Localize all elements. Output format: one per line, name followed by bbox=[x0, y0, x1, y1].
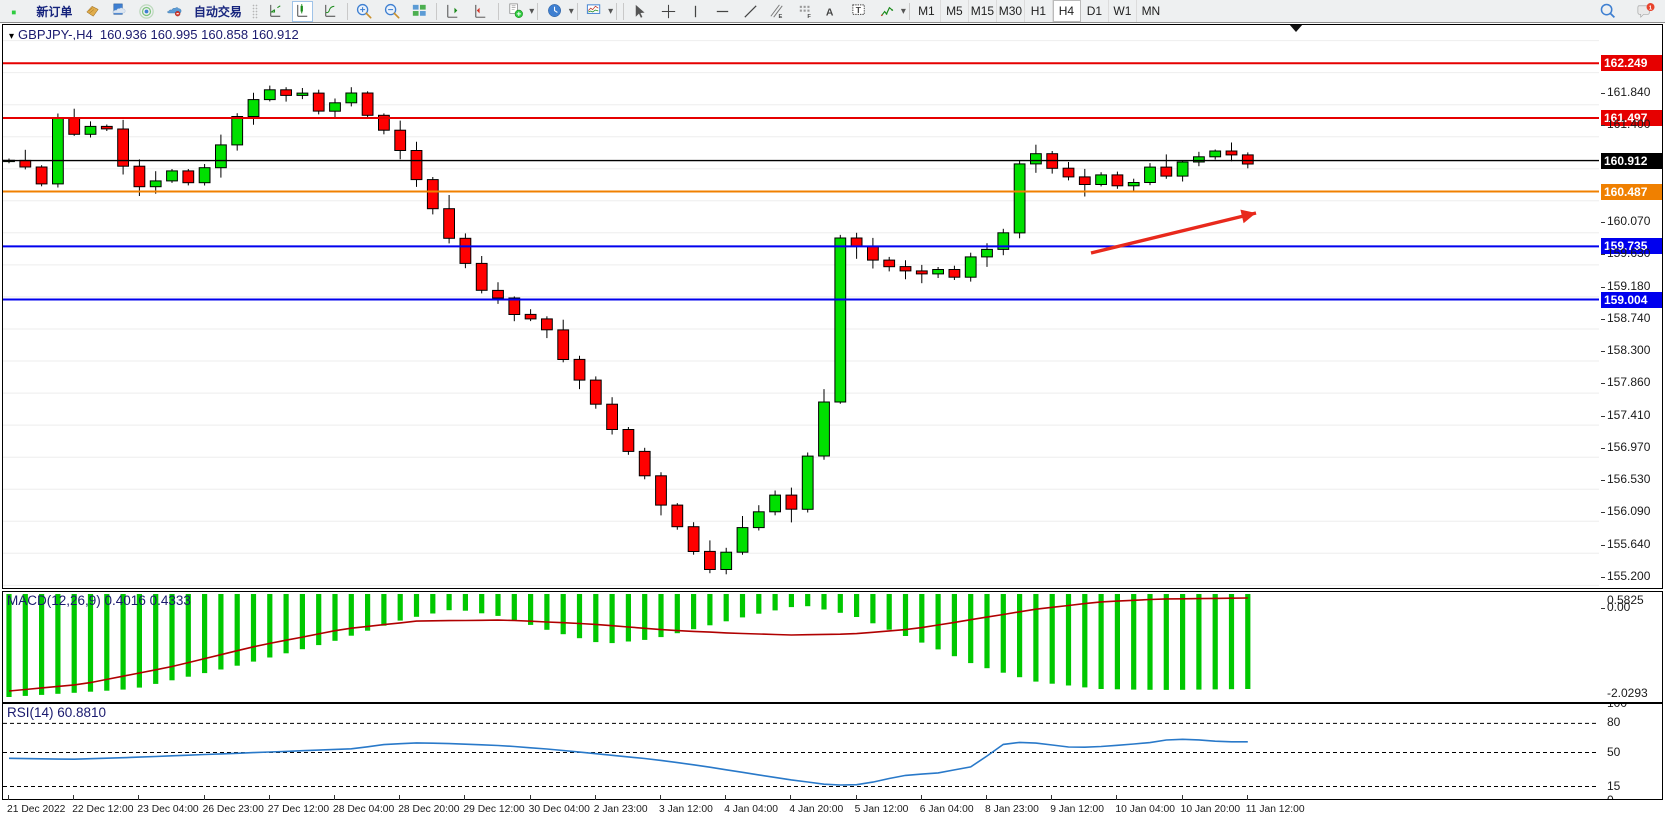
svg-text:T: T bbox=[856, 4, 862, 14]
svg-text:A: A bbox=[826, 7, 834, 18]
svg-text:F: F bbox=[807, 14, 811, 20]
svg-text:E: E bbox=[779, 14, 783, 20]
